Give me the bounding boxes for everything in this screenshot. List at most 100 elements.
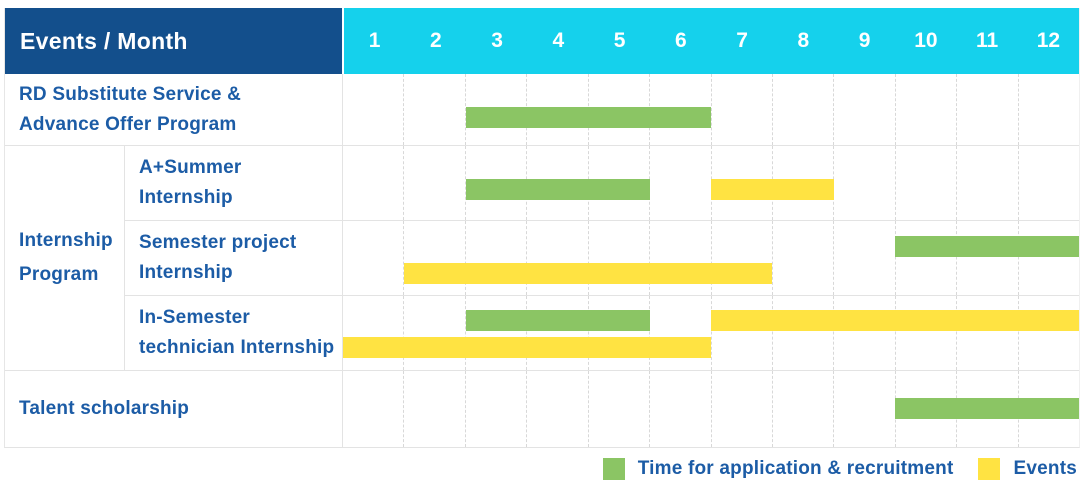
month-grid-cell bbox=[404, 296, 466, 370]
month-grid-cell bbox=[773, 371, 835, 447]
month-grid-cell bbox=[589, 221, 651, 295]
month-grid bbox=[342, 74, 1079, 145]
month-grid-cell bbox=[404, 371, 466, 447]
row-label-line: In-Semester bbox=[139, 307, 250, 328]
month-grid-cell bbox=[712, 221, 773, 295]
month-grid-cell bbox=[466, 296, 528, 370]
month-grid bbox=[342, 146, 1079, 220]
month-label: 7 bbox=[736, 29, 748, 52]
month-grid-cell bbox=[773, 146, 835, 220]
month-grid-cell bbox=[404, 74, 466, 145]
table-body: RD Substitute Service & Advance Offer Pro… bbox=[5, 74, 1079, 447]
month-gridlines bbox=[343, 74, 1079, 145]
month-grid-cell bbox=[1019, 221, 1079, 295]
legend-item-events: Events bbox=[978, 457, 1077, 480]
table-row: In-Semester technician Internship bbox=[125, 296, 1079, 370]
gantt-bar-application bbox=[465, 107, 711, 128]
month-grid-cell bbox=[834, 296, 896, 370]
month-grid-cell bbox=[834, 221, 896, 295]
month-grid-cell bbox=[957, 146, 1019, 220]
month-grid-cell bbox=[957, 221, 1019, 295]
month-grid-cell bbox=[773, 74, 835, 145]
events-color-swatch bbox=[978, 457, 1001, 480]
month-grid-cell bbox=[957, 296, 1019, 370]
month-grid-cell bbox=[589, 296, 651, 370]
gantt-bar-events bbox=[404, 263, 773, 284]
row-label-line: Internship bbox=[139, 262, 233, 283]
month-label: 5 bbox=[613, 29, 626, 52]
row-label-line: A+Summer bbox=[139, 157, 242, 178]
internship-sub-rows: A+Summer Internship Semester project Intern… bbox=[125, 146, 1079, 370]
month-label: 9 bbox=[858, 29, 871, 52]
month-header-strip: 1 2 3 4 5 6 7 8 9 10 11 12 bbox=[342, 8, 1079, 74]
schedule-table: Events / Month 1 2 3 4 5 6 7 8 9 10 11 12 RD Substi… bbox=[4, 8, 1080, 448]
month-label: 3 bbox=[491, 29, 503, 52]
gantt-bar-events bbox=[711, 179, 834, 200]
gantt-bar-application bbox=[465, 179, 650, 200]
month-grid-cell bbox=[343, 371, 405, 447]
table-row: RD Substitute Service & Advance Offer Pro… bbox=[5, 74, 1079, 146]
month-grid-cell bbox=[343, 146, 405, 220]
month-grid-cell bbox=[1019, 74, 1079, 145]
month-grid-cell bbox=[712, 371, 773, 447]
internship-program-group: Internship Program A+Summer Internship Semes… bbox=[5, 146, 1079, 371]
month-grid-cell bbox=[589, 371, 651, 447]
month-grid-cell bbox=[1019, 296, 1079, 370]
month-grid-cell bbox=[650, 221, 712, 295]
month-grid-cell bbox=[1019, 146, 1079, 220]
table-row: A+Summer Internship bbox=[125, 146, 1079, 221]
month-label: 8 bbox=[797, 29, 810, 52]
row-label-line: Talent scholarship bbox=[19, 398, 190, 419]
legend-label-events: Events bbox=[1013, 457, 1077, 479]
month-grid-cell bbox=[834, 371, 896, 447]
row-label-line: Advance Offer Program bbox=[19, 113, 237, 135]
gantt-bar-application bbox=[895, 236, 1079, 257]
gantt-bar-events bbox=[343, 337, 711, 358]
month-grid-cell bbox=[957, 74, 1019, 145]
month-grid-cell bbox=[404, 146, 466, 220]
month-grid-cell bbox=[896, 296, 958, 370]
month-grid-cell bbox=[343, 296, 405, 370]
month-grid-cell bbox=[650, 74, 712, 145]
month-label: 2 bbox=[430, 29, 442, 52]
month-grid-cell bbox=[773, 296, 835, 370]
month-grid-cell bbox=[896, 146, 958, 220]
row-label-item: A+Summer Internship bbox=[125, 146, 342, 220]
month-label: 12 bbox=[1036, 29, 1061, 52]
month-grid-cell bbox=[834, 74, 896, 145]
month-grid-cell bbox=[712, 74, 773, 145]
legend-item-application: Time for application & recruitment bbox=[602, 457, 954, 480]
legend: Time for application & recruitment Event… bbox=[0, 443, 1080, 494]
row-label-rd-substitute: RD Substitute Service & Advance Offer Pro… bbox=[5, 74, 342, 145]
row-label-talent-scholarship: Talent scholarship bbox=[5, 371, 342, 447]
month-grid-cell bbox=[466, 371, 528, 447]
row-label-line: technician Internship bbox=[139, 337, 335, 358]
month-grid-cell bbox=[896, 221, 958, 295]
row-label-line: RD Substitute Service & bbox=[19, 83, 242, 105]
group-label-internship-program: Internship Program bbox=[5, 146, 125, 370]
month-label: 4 bbox=[552, 29, 565, 52]
gantt-bar-events bbox=[711, 310, 1079, 331]
month-grid-cell bbox=[527, 221, 589, 295]
month-grid-cell bbox=[834, 146, 896, 220]
table-row: Semester project Internship bbox=[125, 221, 1079, 296]
month-grid bbox=[342, 221, 1079, 295]
month-grid-cell bbox=[896, 74, 958, 145]
month-grid-cell bbox=[343, 74, 405, 145]
month-grid bbox=[342, 296, 1079, 370]
month-grid-cell bbox=[527, 371, 589, 447]
month-grid-cell bbox=[404, 221, 466, 295]
month-label: 6 bbox=[675, 29, 687, 52]
month-grid-cell bbox=[712, 296, 773, 370]
month-grid-cell bbox=[527, 296, 589, 370]
events-month-header: Events / Month bbox=[5, 8, 342, 74]
gantt-bar-application bbox=[465, 310, 650, 331]
table-header-row: Events / Month 1 2 3 4 5 6 7 8 9 10 11 12 bbox=[5, 8, 1079, 74]
row-label-item: Semester project Internship bbox=[125, 221, 342, 295]
gantt-bar-application bbox=[895, 398, 1079, 419]
month-label: 11 bbox=[976, 29, 999, 52]
month-grid-cell bbox=[650, 371, 712, 447]
month-grid-cell bbox=[650, 146, 712, 220]
month-grid-cell bbox=[773, 221, 835, 295]
